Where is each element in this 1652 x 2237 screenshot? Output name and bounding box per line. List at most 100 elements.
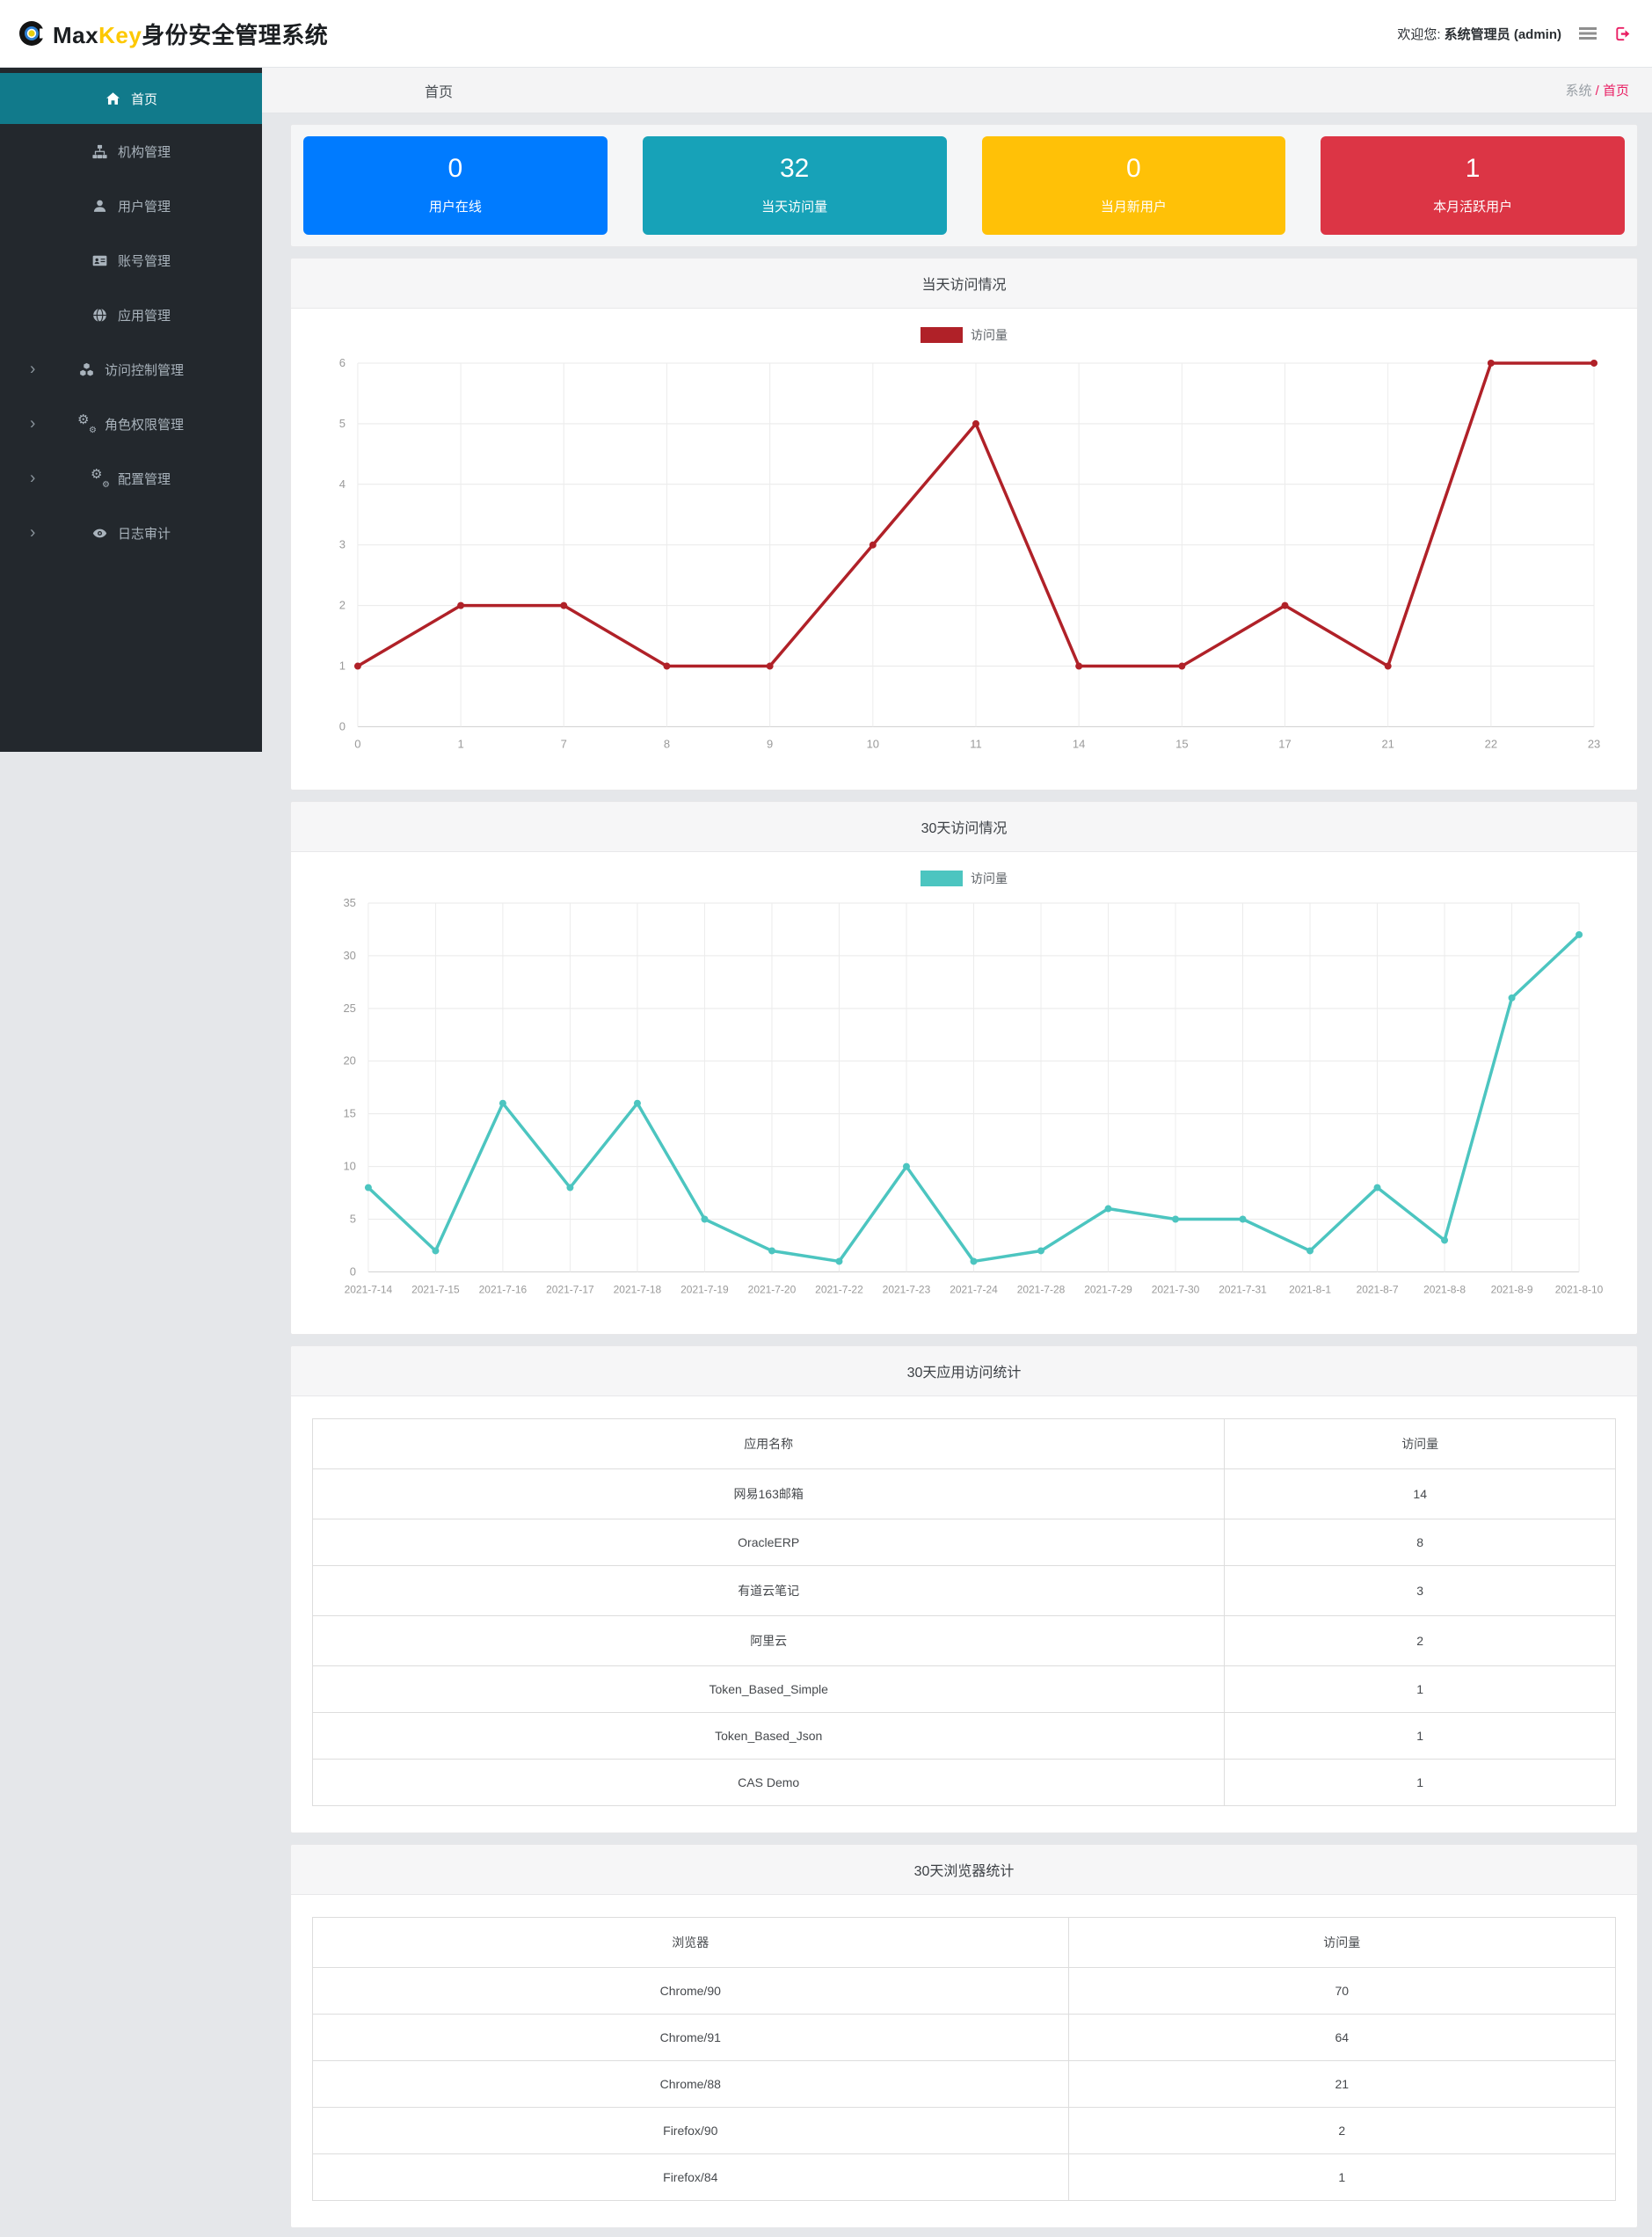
svg-text:2021-7-22: 2021-7-22 bbox=[815, 1284, 863, 1296]
sidebar-item-config-management[interactable]: › ⚙ ⚙ 配置管理 bbox=[0, 451, 262, 506]
svg-text:35: 35 bbox=[343, 896, 355, 909]
card-title: 30天应用访问统计 bbox=[291, 1345, 1637, 1396]
sidebar-item-account-management[interactable]: 账号管理 bbox=[0, 233, 262, 288]
svg-text:2021-7-16: 2021-7-16 bbox=[479, 1284, 528, 1296]
brand-logo[interactable]: MaxKey身份安全管理系统 bbox=[18, 18, 328, 50]
stat-card-users-online: 0 用户在线 bbox=[303, 136, 608, 235]
current-user: 系统管理员 (admin) bbox=[1444, 26, 1561, 42]
svg-text:3: 3 bbox=[339, 538, 346, 551]
svg-text:2: 2 bbox=[339, 599, 346, 612]
card-title: 30天访问情况 bbox=[291, 802, 1637, 853]
sidebar-item-app-management[interactable]: 应用管理 bbox=[0, 288, 262, 342]
table-row: Token_Based_Json 1 bbox=[311, 1711, 1616, 1760]
sidebar-item-label: 访问控制管理 bbox=[104, 362, 184, 378]
breadcrumb-page-title: 首页 bbox=[425, 84, 454, 100]
eye-icon bbox=[91, 526, 108, 541]
table-cell: 阿里云 bbox=[311, 1614, 1226, 1666]
svg-text:2021-7-31: 2021-7-31 bbox=[1219, 1284, 1267, 1296]
table-cell: 1 bbox=[1067, 2153, 1617, 2201]
stat-label: 当天访问量 bbox=[761, 200, 828, 215]
sidebar-item-home[interactable]: 首页 bbox=[0, 73, 262, 124]
browser-stats-table-card: 30天浏览器统计 浏览器 访问量 Chrome/90 70 Chrome/91 64 C… bbox=[290, 1843, 1638, 2228]
table-cell: 14 bbox=[1224, 1468, 1616, 1519]
table-cell: 1 bbox=[1224, 1665, 1616, 1713]
svg-text:4: 4 bbox=[339, 477, 346, 491]
svg-text:2021-7-24: 2021-7-24 bbox=[950, 1284, 998, 1296]
table-cell: Chrome/88 bbox=[312, 2059, 1069, 2108]
hamburger-menu-icon[interactable] bbox=[1579, 26, 1597, 40]
app-visits-table-card: 30天应用访问统计 应用名称 访问量 网易163邮箱 14 OracleERP 8 有道… bbox=[290, 1344, 1638, 1833]
svg-text:22: 22 bbox=[1485, 737, 1497, 750]
svg-text:1: 1 bbox=[457, 737, 463, 750]
table-row: Firefox/90 2 bbox=[312, 2106, 1617, 2154]
sidebar-item-label: 用户管理 bbox=[117, 199, 171, 215]
card-title: 30天浏览器统计 bbox=[291, 1844, 1637, 1895]
table-cell: Chrome/91 bbox=[312, 2013, 1069, 2061]
svg-text:2021-7-28: 2021-7-28 bbox=[1017, 1284, 1066, 1296]
table-cell: 2 bbox=[1067, 2106, 1617, 2154]
svg-text:25: 25 bbox=[343, 1002, 355, 1015]
table-cell: Token_Based_Json bbox=[311, 1711, 1226, 1760]
sidebar-item-role-permission[interactable]: › ⚙ ⚙ 角色权限管理 bbox=[0, 397, 262, 451]
app-visits-table: 应用名称 访问量 网易163邮箱 14 OracleERP 8 有道云笔记 3 阿里云 2 To… bbox=[311, 1417, 1616, 1806]
chart-legend: 访问量 bbox=[291, 309, 1637, 353]
table-cell: 1 bbox=[1224, 1711, 1616, 1760]
column-header: 应用名称 bbox=[311, 1417, 1226, 1469]
chart-legend: 访问量 bbox=[291, 852, 1637, 896]
svg-text:11: 11 bbox=[970, 737, 981, 750]
column-header: 浏览器 bbox=[312, 1916, 1069, 1968]
stat-label: 当月新用户 bbox=[1100, 200, 1167, 215]
table-cell: 64 bbox=[1067, 2013, 1617, 2061]
svg-text:2021-7-29: 2021-7-29 bbox=[1084, 1284, 1132, 1296]
svg-text:2021-7-18: 2021-7-18 bbox=[614, 1284, 662, 1296]
svg-text:17: 17 bbox=[1278, 737, 1291, 750]
svg-text:2021-8-9: 2021-8-9 bbox=[1491, 1284, 1533, 1296]
svg-text:2021-8-1: 2021-8-1 bbox=[1289, 1284, 1331, 1296]
sidebar: 首页 机构管理 用户管理 bbox=[0, 68, 262, 752]
table-row: Token_Based_Simple 1 bbox=[311, 1665, 1616, 1713]
table-cell: Token_Based_Simple bbox=[311, 1665, 1226, 1713]
svg-text:6: 6 bbox=[339, 356, 346, 369]
table-cell: 3 bbox=[1224, 1564, 1616, 1616]
svg-text:2021-7-20: 2021-7-20 bbox=[748, 1284, 797, 1296]
stat-value: 0 bbox=[1126, 154, 1141, 183]
breadcrumb: 首页 系统 / 首页 bbox=[262, 68, 1652, 113]
sidebar-item-access-control[interactable]: › 访问控制管理 bbox=[0, 342, 262, 397]
table-row: Chrome/91 64 bbox=[312, 2013, 1617, 2061]
column-header: 访问量 bbox=[1224, 1417, 1616, 1469]
legend-swatch bbox=[921, 327, 963, 343]
svg-text:20: 20 bbox=[343, 1054, 355, 1067]
table-cell: CAS Demo bbox=[311, 1758, 1226, 1806]
breadcrumb-root: 系统 bbox=[1565, 84, 1592, 98]
table-cell: 1 bbox=[1224, 1758, 1616, 1806]
sidebar-item-label: 机构管理 bbox=[117, 144, 171, 160]
table-cell: 网易163邮箱 bbox=[311, 1468, 1226, 1519]
stat-panel: 0 用户在线 32 当天访问量 0 当月新用户 1 本月活跃用户 bbox=[290, 124, 1638, 247]
svg-text:2021-7-17: 2021-7-17 bbox=[546, 1284, 594, 1296]
sidebar-item-log-audit[interactable]: › 日志审计 bbox=[0, 506, 262, 560]
legend-swatch bbox=[921, 871, 963, 887]
table-cell: OracleERP bbox=[311, 1518, 1226, 1566]
chevron-right-icon: › bbox=[30, 469, 36, 488]
chevron-right-icon: › bbox=[30, 360, 36, 379]
globe-icon bbox=[91, 308, 108, 323]
stat-card-new-users-month: 0 当月新用户 bbox=[981, 136, 1286, 235]
svg-text:30: 30 bbox=[343, 949, 355, 962]
user-icon bbox=[91, 199, 108, 214]
sidebar-item-label: 应用管理 bbox=[117, 308, 171, 324]
sidebar-item-user-management[interactable]: 用户管理 bbox=[0, 179, 262, 233]
sidebar-item-label: 日志审计 bbox=[117, 526, 171, 542]
svg-text:5: 5 bbox=[350, 1213, 356, 1226]
logout-icon[interactable] bbox=[1614, 26, 1631, 42]
table-header-row: 应用名称 访问量 bbox=[311, 1417, 1616, 1469]
table-row: CAS Demo 1 bbox=[311, 1758, 1616, 1806]
thirty-day-visits-line-chart: 0 5 10 15 20 25 30 35 2021-7-14 2021-7-15 2021-7-1… bbox=[343, 896, 1603, 1296]
breadcrumb-current[interactable]: 首页 bbox=[1602, 84, 1629, 98]
table-cell: 70 bbox=[1067, 1966, 1617, 2015]
sidebar-item-org-management[interactable]: 机构管理 bbox=[0, 124, 262, 179]
gears-icon: ⚙ ⚙ bbox=[90, 466, 110, 490]
maxkey-logo-icon bbox=[18, 18, 47, 48]
sidebar-item-label: 角色权限管理 bbox=[104, 417, 184, 433]
sidebar-item-label: 配置管理 bbox=[117, 471, 171, 487]
table-row: Chrome/88 21 bbox=[312, 2059, 1617, 2108]
